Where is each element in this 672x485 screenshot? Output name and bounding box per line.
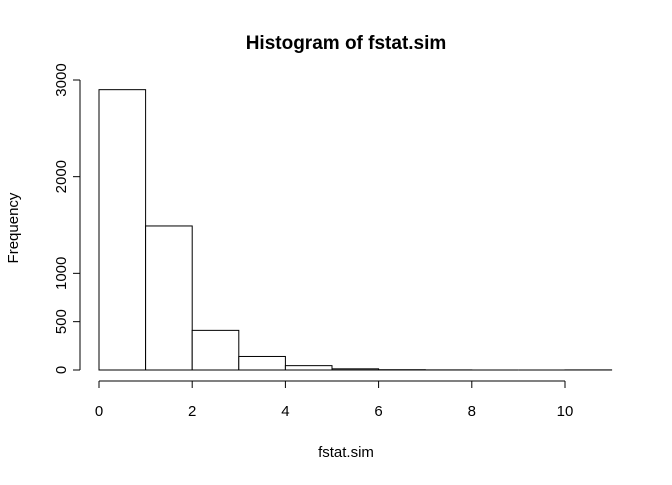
bars-group — [99, 90, 612, 370]
histogram-bar-5 — [332, 369, 379, 370]
y-tick-label: 2000 — [53, 160, 70, 193]
histogram-bar-0 — [99, 90, 146, 370]
x-tick-label: 0 — [95, 403, 103, 420]
chart-title: Histogram of fstat.sim — [246, 33, 447, 54]
y-tick-label: 0 — [53, 366, 70, 374]
x-axis: 0 2 4 6 8 10 — [95, 381, 574, 420]
y-tick-label: 3000 — [53, 63, 70, 96]
histogram-bar-2 — [192, 330, 239, 370]
x-tick-label: 4 — [281, 403, 289, 420]
histogram-bar-4 — [285, 366, 332, 370]
y-axis-label: Frequency — [5, 192, 22, 263]
histogram-bar-1 — [146, 226, 193, 370]
x-tick-label: 8 — [468, 403, 476, 420]
histogram-bar-3 — [239, 356, 286, 370]
x-axis-label: fstat.sim — [318, 444, 374, 461]
x-tick-label: 10 — [557, 403, 574, 420]
y-axis: 0 500 1000 2000 3000 — [53, 63, 80, 374]
y-tick-label: 500 — [53, 309, 70, 334]
y-tick-label: 1000 — [53, 257, 70, 290]
x-tick-label: 2 — [188, 403, 196, 420]
x-tick-label: 6 — [374, 403, 382, 420]
